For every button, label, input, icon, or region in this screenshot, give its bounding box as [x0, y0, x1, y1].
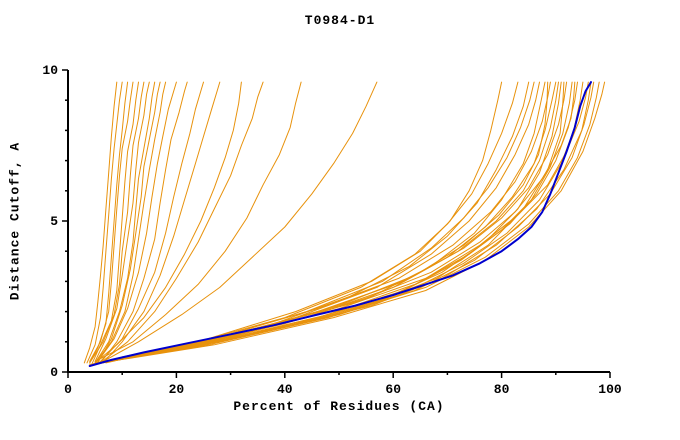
model-curve: [110, 81, 551, 361]
x-tick-label: 60: [385, 382, 401, 397]
model-curve: [94, 81, 156, 364]
x-tick-label: 0: [64, 382, 72, 397]
model-curve: [100, 81, 188, 364]
y-tick-label: 5: [50, 214, 58, 229]
model-curve: [94, 81, 167, 364]
x-tick-label: 20: [169, 382, 185, 397]
model-curve: [89, 81, 134, 362]
x-tick-label: 100: [598, 382, 622, 397]
highlight-curve: [88, 81, 592, 367]
model-curve: [94, 81, 150, 362]
model-curve: [110, 81, 568, 361]
model-curve: [94, 81, 242, 364]
chart-title: T0984-D1: [304, 13, 376, 28]
model-curve: [105, 81, 578, 362]
model-curve: [121, 81, 576, 358]
model-curve: [94, 81, 302, 362]
y-tick-label: 10: [42, 63, 58, 78]
x-axis-label: Percent of Residues (CA): [233, 399, 445, 414]
y-tick-label: 0: [50, 365, 58, 380]
model-curve: [83, 81, 118, 364]
model-curve: [100, 81, 557, 364]
model-curve: [100, 81, 540, 364]
model-curve: [97, 81, 177, 362]
model-curve: [91, 81, 139, 364]
model-curve: [105, 81, 600, 362]
model-curve: [100, 81, 378, 364]
x-tick-label: 80: [494, 382, 510, 397]
model-curve: [102, 81, 221, 364]
model-curve: [97, 81, 161, 364]
model-curve: [100, 81, 204, 362]
model-curve: [100, 81, 606, 364]
model-curve: [89, 81, 145, 364]
model-curve: [100, 81, 565, 364]
model-curve: [100, 81, 595, 364]
model-curve: [86, 81, 123, 364]
model-curve: [100, 81, 519, 364]
model-curve: [116, 81, 549, 359]
model-curve: [100, 81, 264, 364]
x-tick-label: 40: [277, 382, 293, 397]
